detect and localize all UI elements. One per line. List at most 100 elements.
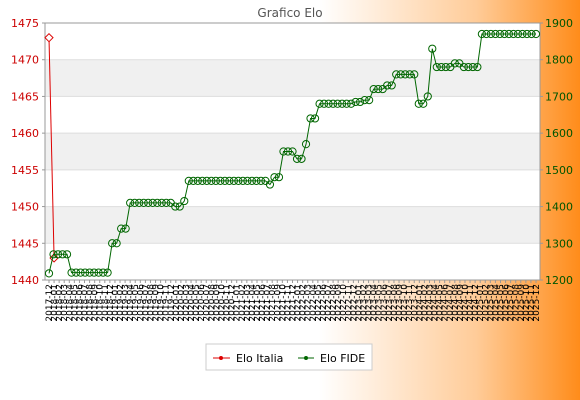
point-elo-fide — [292, 154, 302, 163]
point-elo-fide — [324, 99, 333, 108]
point-elo-fide — [464, 62, 473, 72]
point-elo-fide — [301, 140, 311, 149]
x-tick-label: 2019-11 — [162, 284, 172, 322]
point-elo-fide — [522, 29, 532, 39]
x-tick-label: 2020-09 — [212, 284, 222, 322]
x-tick-label: 2023-01 — [354, 284, 364, 322]
x-tick-label: 2020-12 — [228, 284, 238, 322]
x-tick-label: 2022-06 — [319, 284, 329, 322]
point-elo-fide — [338, 99, 347, 108]
x-tick-label: 2018-12 — [106, 284, 116, 322]
point-elo-fide — [360, 96, 369, 105]
x-tick-label: 2024-04 — [431, 284, 441, 322]
x-tick-label: 2021-08 — [268, 284, 278, 322]
point-elo-fide — [58, 250, 67, 259]
point-elo-fide — [414, 99, 423, 108]
point-elo-fide — [423, 92, 432, 101]
point-elo-fide — [482, 29, 491, 39]
right-tick-label: 1400 — [545, 201, 573, 214]
point-elo-fide — [243, 176, 252, 185]
left-tick-label: 1440 — [11, 274, 39, 287]
x-tick-label: 2018-08 — [86, 284, 96, 322]
right-tick-label: 1900 — [545, 17, 573, 30]
series-line-elo-italia — [48, 37, 55, 258]
point-elo-fide — [365, 96, 374, 105]
plot-band — [45, 243, 540, 280]
x-tick-label: 2020-08 — [207, 284, 217, 322]
point-elo-fide — [315, 99, 324, 108]
x-tick-label: 2022-04 — [309, 284, 319, 322]
x-tick-label: 2020-05 — [192, 284, 202, 322]
left-tick-label: 1450 — [11, 201, 39, 214]
x-tick-label: 2024-10 — [461, 284, 471, 322]
x-tick-label: 2023-04 — [370, 284, 380, 322]
point-elo-fide — [234, 176, 243, 185]
x-tick-label: 2025-01 — [476, 284, 486, 322]
point-elo-fide — [310, 114, 320, 123]
point-elo-fide — [180, 196, 189, 206]
point-elo-fide — [306, 114, 315, 123]
point-elo-fide — [369, 84, 378, 94]
x-tick-label: 2021-11 — [283, 284, 293, 322]
x-axis: 2017-122018-012018-022018-032018-042018-… — [45, 280, 542, 322]
x-tick-label: 2018-05 — [70, 284, 80, 322]
x-tick-label: 2019-12 — [167, 284, 177, 322]
x-tick-label: 2021-01 — [233, 284, 243, 322]
left-tick-label: 1445 — [11, 237, 39, 250]
x-tick-label: 2025-07 — [507, 284, 517, 322]
x-tick-label: 2019-02 — [116, 284, 126, 322]
x-tick-label: 2022-11 — [344, 284, 354, 322]
point-elo-fide — [135, 198, 144, 207]
x-tick-label: 2024-11 — [466, 284, 476, 322]
point-elo-fide — [513, 29, 523, 39]
point-elo-fide — [504, 29, 514, 39]
x-tick-label: 2020-04 — [187, 284, 197, 322]
point-elo-fide — [279, 147, 288, 156]
point-elo-fide — [333, 99, 342, 108]
x-tick-label: 2020-11 — [223, 284, 233, 322]
point-elo-fide — [283, 147, 293, 156]
point-elo-fide — [374, 84, 383, 94]
legend-marker-elo-fide — [304, 356, 308, 360]
x-tick-label: 2021-06 — [258, 284, 268, 322]
x-tick-label: 2018-10 — [96, 284, 106, 322]
x-tick-label: 2020-07 — [202, 284, 212, 322]
point-elo-fide — [328, 99, 338, 108]
point-elo-fide — [437, 62, 446, 72]
x-tick-label: 2023-07 — [385, 284, 395, 322]
point-elo-fide — [148, 198, 157, 207]
x-tick-label: 2025-02 — [481, 284, 491, 322]
point-elo-fide — [500, 29, 509, 39]
chart-title: Grafico Elo — [257, 6, 322, 20]
point-elo-fide — [410, 70, 419, 79]
x-tick-label: 2018-04 — [65, 284, 75, 322]
point-elo-fide — [392, 70, 401, 79]
plot-bands — [45, 23, 540, 280]
x-tick-label: 2019-04 — [126, 284, 136, 322]
x-tick-label: 2021-05 — [253, 284, 263, 322]
point-elo-fide — [274, 173, 284, 182]
point-elo-fide — [207, 176, 216, 185]
x-tick-label: 2024-06 — [441, 284, 451, 322]
point-elo-fide — [383, 81, 392, 90]
x-tick-label: 2019-09 — [152, 284, 162, 322]
point-elo-fide — [509, 29, 518, 39]
right-tick-label: 1800 — [545, 54, 573, 67]
plot-band — [45, 206, 540, 244]
point-elo-fide — [459, 62, 468, 72]
x-tick-label: 2022-07 — [324, 284, 334, 322]
point-elo-fide — [171, 202, 180, 211]
x-tick-label: 2018-11 — [101, 284, 111, 322]
x-tick-label: 2025-10 — [522, 284, 532, 322]
left-axis: 1440 1445 1450 1455 1460 1465 1470 1475 — [11, 17, 45, 287]
x-tick-label: 2018-06 — [75, 284, 85, 322]
point-elo-fide — [247, 176, 257, 185]
plot-band — [45, 23, 540, 60]
x-tick-label: 2021-07 — [263, 284, 273, 322]
point-elo-fide — [211, 176, 220, 185]
point-elo-fide — [198, 176, 207, 185]
point-elo-fide — [531, 29, 541, 39]
series-layer — [44, 29, 541, 278]
x-tick-label: 2024-03 — [425, 284, 435, 322]
